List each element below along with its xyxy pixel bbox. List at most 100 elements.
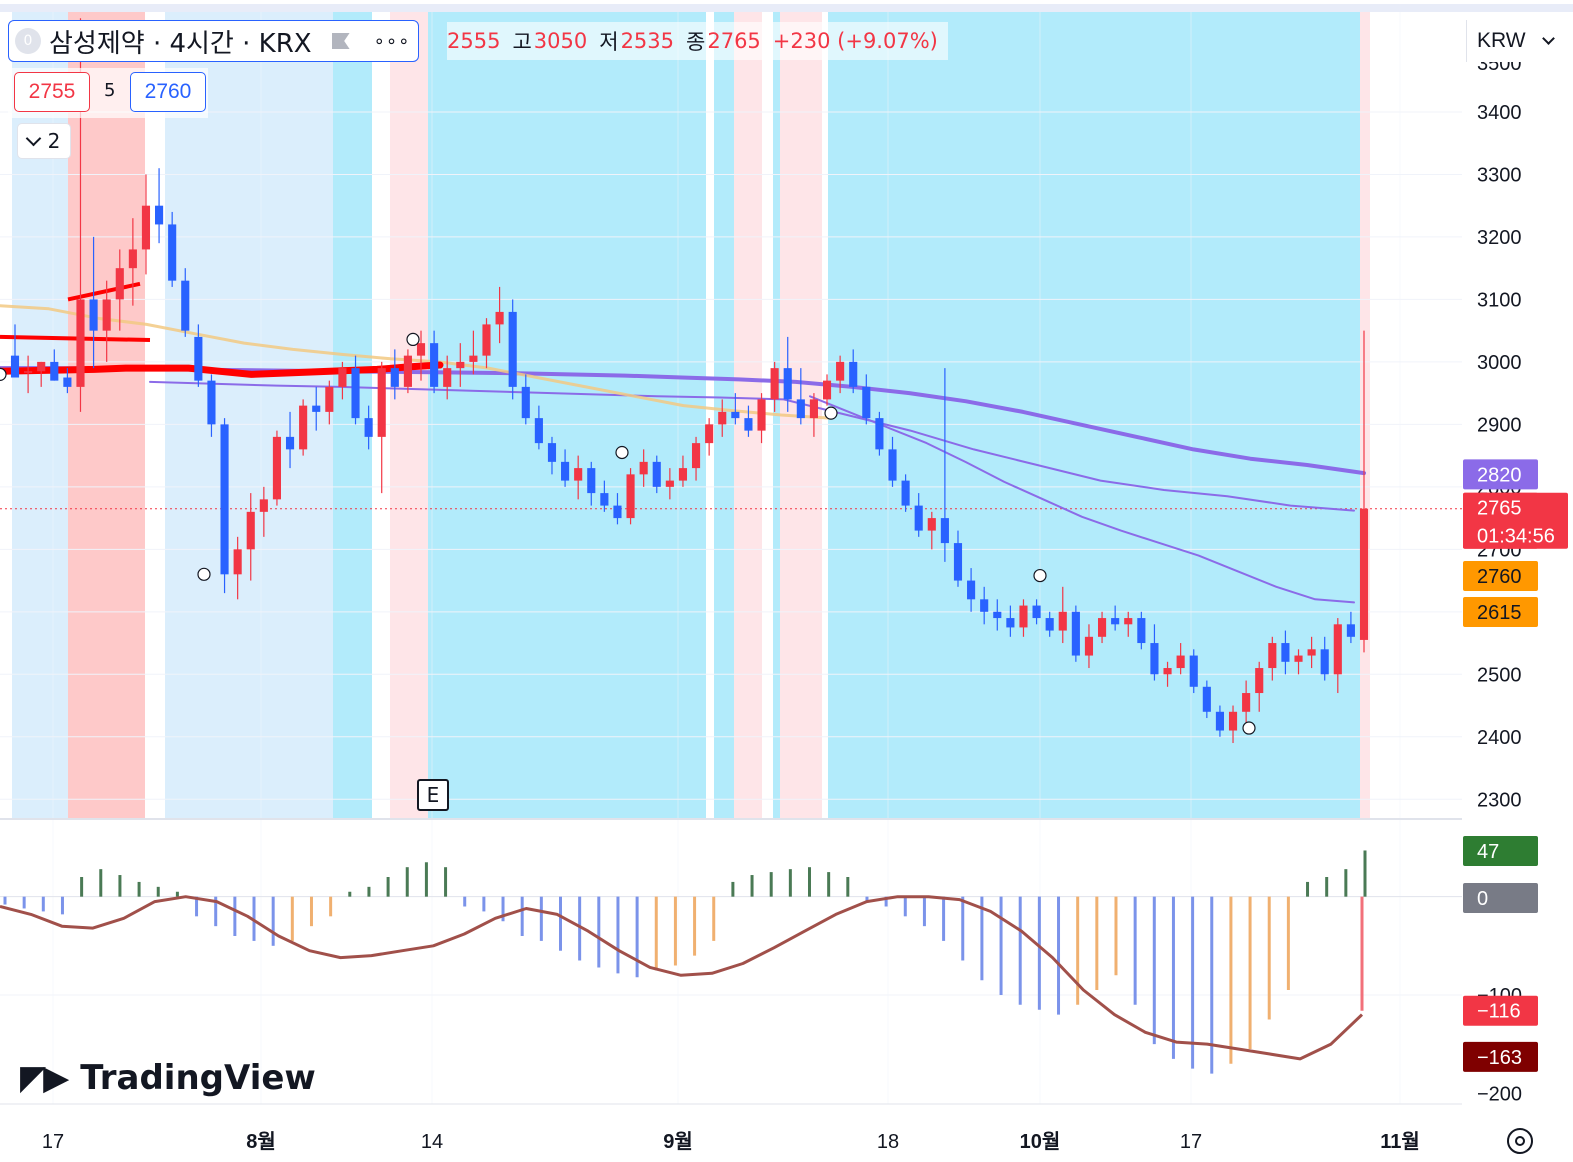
close-key: 종 <box>686 30 706 54</box>
candle-body <box>351 368 360 419</box>
candle-body <box>1163 668 1172 675</box>
candle-body <box>312 405 321 412</box>
currency-select[interactable]: KRW <box>1466 20 1566 62</box>
x-tick-label: 18 <box>877 1131 899 1153</box>
settings-icon[interactable] <box>1507 1128 1533 1154</box>
candle-body <box>1307 649 1316 656</box>
candle-body <box>1019 605 1028 628</box>
high-value: 3050 <box>533 29 588 53</box>
bg-zone <box>12 12 32 818</box>
more-icon[interactable]: ∘∘∘ <box>373 30 411 52</box>
swing-marker <box>824 406 838 420</box>
candle-body <box>1176 655 1185 669</box>
candle-body <box>168 224 177 281</box>
candle-body <box>89 299 98 331</box>
candle-body <box>1320 649 1329 675</box>
candle-body <box>76 299 85 387</box>
candle-body <box>508 311 517 387</box>
buy-button[interactable]: 2760 <box>130 72 206 112</box>
y-tick-label: −200 <box>1477 1083 1522 1105</box>
candle-body <box>914 505 923 531</box>
tradingview-logo[interactable]: ◤▶ TradingView <box>20 1058 316 1098</box>
candle-body <box>272 436 282 500</box>
candle-body <box>325 386 334 412</box>
symbol-header[interactable]: 0 삼성제약 · 4시간 · KRX ∘∘∘ <box>8 20 420 62</box>
candle-body <box>155 205 164 225</box>
indicators-toggle-button[interactable]: 2 <box>17 123 71 159</box>
price-label-bg <box>1463 561 1538 591</box>
candle-body <box>613 505 622 519</box>
candle-body <box>757 399 766 431</box>
top-strip <box>0 4 1573 12</box>
candle-body <box>1045 618 1054 631</box>
candle-body <box>390 368 399 387</box>
candle-body <box>967 580 976 600</box>
candle-body <box>1242 693 1251 712</box>
bg-zone <box>68 12 145 818</box>
candle-body <box>207 380 216 425</box>
candle-body <box>364 418 373 437</box>
flag-icon[interactable] <box>331 33 350 49</box>
candle-body <box>639 461 648 475</box>
candle-body <box>469 355 478 362</box>
price-label-text: −116 <box>1477 1001 1521 1023</box>
close-value: 2765 <box>707 29 761 53</box>
y-tick-label: 3000 <box>1477 352 1522 374</box>
candle-body <box>194 336 203 381</box>
candle-body <box>1333 624 1342 675</box>
candle-body <box>665 480 674 487</box>
price-label-text: 2820 <box>1477 464 1522 486</box>
y-tick-label: 3300 <box>1477 164 1522 186</box>
candle-body <box>1189 655 1198 687</box>
candle-body <box>1268 643 1277 669</box>
swing-marker <box>197 567 211 581</box>
y-tick-label: 3100 <box>1477 289 1522 311</box>
candle-body <box>482 324 491 356</box>
candle-body <box>600 493 609 506</box>
symbol-logo-icon: 0 <box>15 28 41 54</box>
candle-body <box>940 518 949 544</box>
x-tick-label: 8월 <box>246 1130 276 1153</box>
price-label-bg <box>1463 492 1568 549</box>
price-label: 2820 <box>1463 459 1538 490</box>
bg-zone <box>1360 12 1370 818</box>
candle-body <box>796 399 805 419</box>
sell-button[interactable]: 2755 <box>14 72 90 112</box>
ma-line <box>809 395 1355 604</box>
y-tick-label: 2400 <box>1477 727 1522 749</box>
candle-body <box>1150 643 1159 675</box>
price-label: 2615 <box>1463 597 1538 627</box>
bg-zone <box>428 12 706 818</box>
candle-body <box>1346 624 1355 637</box>
candle-body <box>993 611 1002 619</box>
candle-body <box>338 368 347 387</box>
swing-marker <box>1033 568 1047 583</box>
candle-body <box>547 443 557 462</box>
candle-body <box>731 411 740 419</box>
chevron-down-icon <box>1541 32 1555 45</box>
candle-body <box>1215 711 1224 731</box>
swing-marker <box>615 445 629 460</box>
candle-body <box>822 380 832 400</box>
candle-body <box>37 361 46 372</box>
candle-body <box>1228 711 1238 731</box>
candle-body <box>115 268 124 300</box>
symbol-title[interactable]: 삼성제약 · 4시간 · KRX <box>49 28 312 59</box>
price-label-text: 2615 <box>1477 602 1522 624</box>
candle-body <box>246 511 255 550</box>
price-label: −163 <box>1463 1041 1538 1072</box>
candle-body <box>691 443 701 469</box>
candle-body <box>181 280 190 331</box>
candle-body <box>705 424 714 444</box>
candle-body <box>1097 618 1107 637</box>
price-label-bg <box>1463 836 1538 866</box>
candle-body <box>783 368 792 400</box>
candle-body <box>862 386 871 419</box>
price-label-bg <box>1463 597 1538 627</box>
earnings-marker[interactable]: E <box>417 779 449 811</box>
chevron-down-icon <box>25 130 41 146</box>
x-tick-label: 11월 <box>1380 1130 1420 1153</box>
tradingview-mark-icon: ◤▶ <box>20 1058 69 1098</box>
candle-body <box>888 449 897 481</box>
